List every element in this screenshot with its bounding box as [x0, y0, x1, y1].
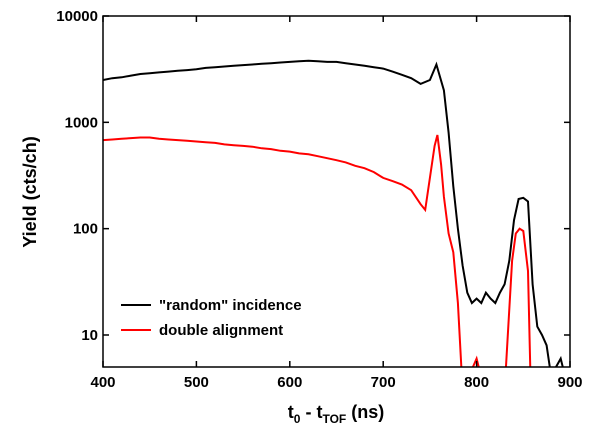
series-line — [103, 59, 564, 367]
y-tick-label: 10000 — [56, 8, 98, 25]
x-tick-label: 800 — [464, 374, 489, 391]
x-tick-label: 400 — [90, 374, 115, 391]
y-tick-label: 10 — [81, 327, 98, 344]
x-tick-label: 900 — [557, 374, 582, 391]
x-axis-label: t0 - tTOF (ns) — [288, 402, 384, 426]
x-tick-label: 700 — [371, 374, 396, 391]
y-axis-label: Yield (cts/ch) — [20, 136, 40, 247]
plot-frame — [102, 15, 571, 368]
x-tick-label: 500 — [184, 374, 209, 391]
legend-label: double alignment — [159, 322, 283, 339]
plot-area — [103, 59, 564, 367]
x-label-part: t — [288, 402, 294, 422]
x-label-part: (ns) — [346, 402, 384, 422]
x-label-part: - t — [300, 402, 322, 422]
series-line — [103, 134, 532, 367]
x-tick-label: 600 — [277, 374, 302, 391]
legend-label: "random" incidence — [159, 297, 302, 314]
x-label-subscript: 0 — [294, 412, 301, 426]
y-tick-label: 1000 — [65, 114, 98, 131]
y-tick-label: 100 — [73, 221, 98, 238]
x-label-subscript: TOF — [322, 412, 346, 426]
